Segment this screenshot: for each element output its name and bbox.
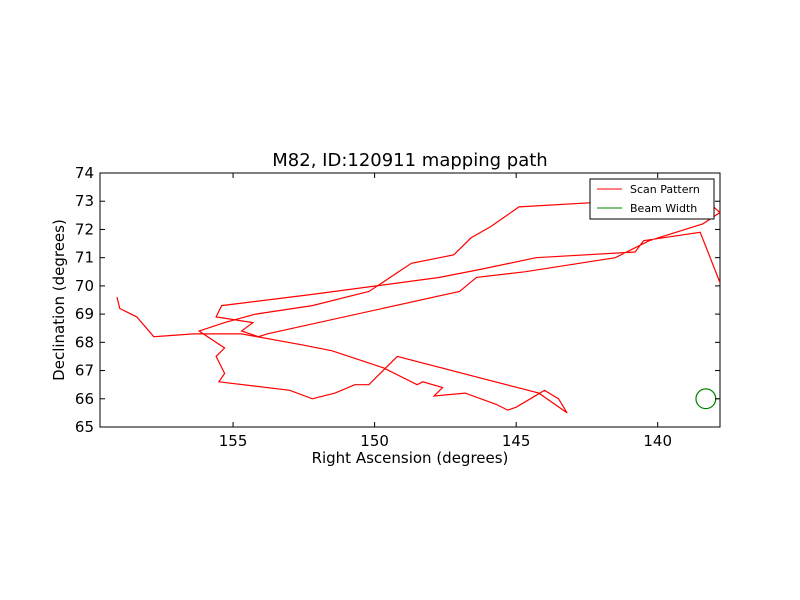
x-tick-label: 150	[360, 432, 389, 450]
y-axis-label: Declination (degrees)	[50, 219, 68, 381]
legend-label-scan-pattern: Scan Pattern	[630, 183, 700, 196]
legend-label-beam-width: Beam Width	[630, 202, 697, 215]
y-tick-label: 67	[75, 362, 94, 380]
y-tick-label: 74	[75, 164, 94, 182]
legend: Scan Pattern Beam Width	[589, 178, 715, 220]
y-tick-label: 70	[75, 277, 94, 295]
legend-box	[589, 178, 715, 220]
x-tick-label: 155	[219, 432, 248, 450]
x-axis-label: Right Ascension (degrees)	[312, 449, 509, 467]
x-tick-label: 145	[502, 432, 531, 450]
x-tick-label: 140	[643, 432, 672, 450]
y-tick-label: 66	[75, 390, 94, 408]
y-tick-label: 73	[75, 192, 94, 210]
y-tick-label: 72	[75, 220, 94, 238]
chart-title: M82, ID:120911 mapping path	[272, 150, 547, 171]
tick-layer: 155 150 145 140 65 66 67 68 69 70 71 72 73 74	[75, 164, 720, 450]
y-tick-label: 68	[75, 333, 94, 351]
y-tick-label: 71	[75, 249, 94, 267]
y-tick-label: 69	[75, 305, 94, 323]
series-line-scan-pattern	[116, 192, 720, 414]
y-tick-label: 65	[75, 418, 94, 436]
